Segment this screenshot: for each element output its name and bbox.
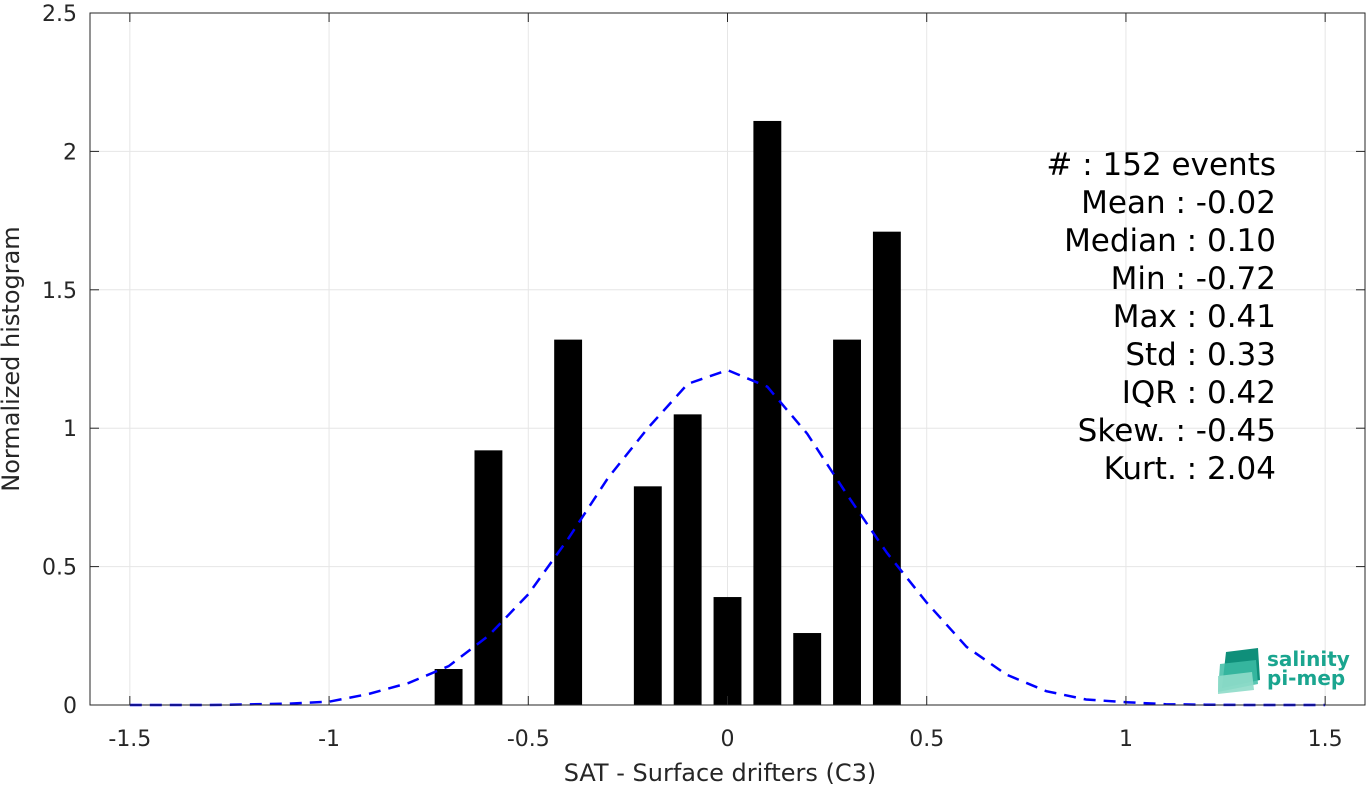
histogram-bar <box>554 339 583 705</box>
x-tick-label: 0.5 <box>909 727 944 752</box>
histogram-bar <box>793 633 822 705</box>
logo-text-line2: pi-mep <box>1267 666 1345 690</box>
y-tick-label: 0 <box>63 694 77 719</box>
x-tick-label: -1 <box>318 727 340 752</box>
x-tick-label: -1.5 <box>108 727 151 752</box>
stats-line: # : 152 events <box>1046 147 1276 183</box>
histogram-bars <box>434 120 901 705</box>
logo-text-line1: salinity <box>1267 647 1350 671</box>
stats-line: Std : 0.33 <box>1125 337 1276 373</box>
x-axis-title: SAT - Surface drifters (C3) <box>564 759 877 785</box>
x-tick-label: 0 <box>721 727 735 752</box>
stats-line: IQR : 0.42 <box>1122 375 1276 411</box>
stats-line: Skew. : -0.45 <box>1078 413 1276 449</box>
y-tick-label: 0.5 <box>42 556 77 581</box>
stats-line: Max : 0.41 <box>1113 299 1276 335</box>
x-tick-label: 1.5 <box>1308 727 1343 752</box>
histogram-bar <box>753 120 782 705</box>
histogram-bar <box>833 339 861 705</box>
histogram-bar <box>474 450 503 705</box>
y-tick-label: 1.5 <box>42 279 77 304</box>
histogram-bar <box>713 597 742 705</box>
salinity-pi-mep-logo: salinity pi-mep <box>1218 647 1350 694</box>
x-tick-label: -0.5 <box>507 727 550 752</box>
histogram-bar <box>872 231 901 705</box>
x-tick-label: 1 <box>1119 727 1133 752</box>
stats-line: Min : -0.72 <box>1111 261 1276 297</box>
axis-ticks: -1.5 -1 -0.5 0 0.5 1 1.5 0 0.5 1 1.5 2 2.5 <box>42 2 1365 752</box>
stats-line: Median : 0.10 <box>1064 223 1276 259</box>
histogram-bar <box>633 486 662 705</box>
logo-mark-icon <box>1218 648 1260 694</box>
y-tick-label: 1 <box>63 417 77 442</box>
y-axis-title: Normalized histogram <box>0 226 25 491</box>
histogram-bar <box>673 414 702 705</box>
y-tick-label: 2 <box>63 140 77 165</box>
y-tick-label: 2.5 <box>42 2 77 27</box>
histogram-bar <box>434 669 463 705</box>
stats-line: Kurt. : 2.04 <box>1104 451 1276 487</box>
stats-line: Mean : -0.02 <box>1081 185 1276 221</box>
